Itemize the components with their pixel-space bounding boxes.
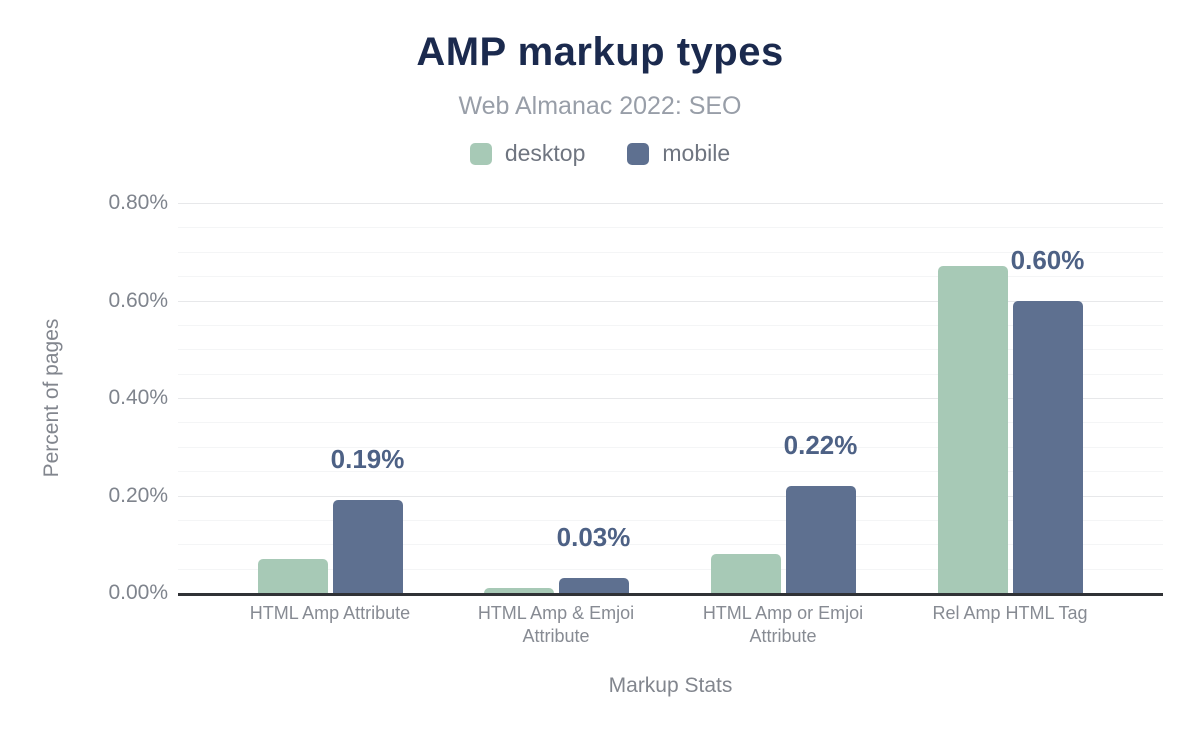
- x-axis-tick-label: Rel Amp HTML Tag: [932, 603, 1088, 623]
- major-gridline: [178, 495, 1163, 497]
- mobile-bar[interactable]: [1012, 300, 1083, 593]
- mobile-legend-swatch-icon: [627, 142, 650, 165]
- bar-value-label: 0.03%: [556, 522, 631, 553]
- major-gridline: [178, 203, 1163, 204]
- bar-value-label: 0.60%: [1010, 244, 1085, 275]
- major-gridline: [178, 398, 1163, 399]
- mobile-bar[interactable]: [785, 485, 856, 593]
- minor-gridline: [178, 227, 1163, 229]
- x-axis-title: Markup Stats: [608, 674, 733, 697]
- mobile-bar[interactable]: [332, 500, 403, 593]
- minor-gridline: [178, 373, 1163, 375]
- legend-label: mobile: [662, 140, 731, 166]
- desktop-bar[interactable]: [937, 266, 1008, 593]
- minor-gridline: [178, 324, 1163, 326]
- y-axis-tick-label: 0.20%: [108, 483, 168, 507]
- bar-value-label: 0.19%: [330, 444, 405, 475]
- y-axis-tick-label: 0.40%: [108, 386, 168, 409]
- mobile-bar[interactable]: [558, 578, 629, 593]
- desktop-bar[interactable]: [710, 554, 781, 593]
- minor-gridline: [178, 471, 1163, 473]
- x-axis-tick-label: HTML Amp Attribute: [249, 603, 411, 623]
- minor-gridline: [178, 349, 1163, 351]
- y-axis-tick-label: 0.00%: [108, 581, 168, 604]
- minor-gridline: [178, 446, 1163, 448]
- bar-value-label: 0.22%: [783, 429, 858, 460]
- x-axis-line: [178, 593, 1163, 596]
- minor-gridline: [178, 519, 1163, 521]
- y-axis-tick-label: 0.80%: [108, 191, 168, 214]
- desktop-bar[interactable]: [483, 588, 554, 593]
- desktop-legend-swatch-icon: [469, 142, 492, 165]
- minor-gridline: [178, 251, 1163, 253]
- minor-gridline: [178, 544, 1163, 546]
- chart-legend: desktop mobile: [0, 140, 1200, 167]
- legend-item-mobile[interactable]: mobile: [627, 140, 730, 167]
- chart-title: AMP markup types: [416, 30, 784, 74]
- minor-gridline: [178, 276, 1163, 278]
- y-axis-title: Percent of pages: [40, 318, 63, 478]
- legend-label: desktop: [504, 140, 586, 166]
- minor-gridline: [178, 422, 1163, 424]
- x-axis-tick-label: HTML Amp & Emjoi Attribute: [477, 603, 635, 646]
- major-gridline: [178, 300, 1163, 302]
- y-axis-tick-label: 0.60%: [108, 288, 168, 312]
- minor-gridline: [178, 568, 1163, 570]
- x-axis-tick-label: HTML Amp or Emjoi Attribute: [702, 603, 864, 646]
- chart-subtitle: Web Almanac 2022: SEO: [458, 92, 742, 120]
- desktop-bar[interactable]: [257, 558, 328, 593]
- legend-item-desktop[interactable]: desktop: [469, 140, 586, 167]
